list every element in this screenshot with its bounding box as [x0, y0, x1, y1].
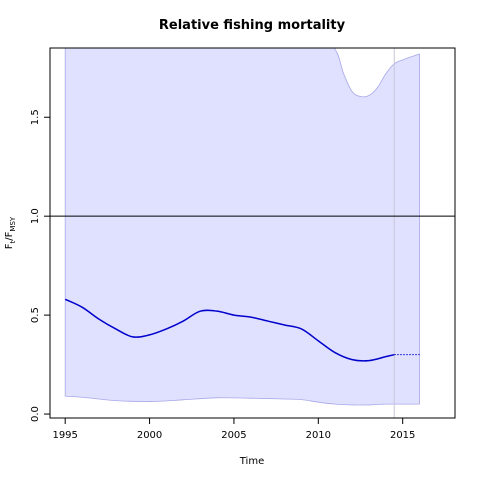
y-tick-label: 1.5: [30, 109, 41, 125]
x-tick-label: 2010: [306, 430, 331, 441]
x-tick-label: 2015: [390, 430, 415, 441]
y-axis-label-main: F: [4, 243, 15, 249]
chart-title: Relative fishing mortality: [159, 18, 346, 33]
y-tick-label: 0.0: [30, 406, 41, 422]
y-tick-label: 1.0: [30, 208, 41, 224]
y-axis-label-sub-t: t: [9, 240, 17, 243]
y-axis-label-sep: /F: [4, 231, 15, 240]
confidence-band: [65, 48, 420, 406]
x-tick-label: 2000: [137, 430, 162, 441]
lower-bound-line: [65, 395, 420, 406]
y-axis-label-sub-msy: MSY: [9, 216, 17, 231]
y-tick-label: 0.5: [30, 307, 41, 323]
plot-frame: [49, 47, 456, 419]
x-axis-label: Time: [239, 456, 264, 467]
y-axis-label: Ft/FMSY: [4, 216, 17, 249]
x-tick-label: 1995: [52, 430, 77, 441]
x-tick-label: 2005: [221, 430, 246, 441]
plot-area: [50, 48, 455, 418]
estimate-line: [64, 298, 395, 362]
x-axis: 1995 2000 2005 2010 2015: [52, 418, 415, 441]
y-axis: 0.0 0.5 1.0 1.5: [30, 109, 50, 422]
